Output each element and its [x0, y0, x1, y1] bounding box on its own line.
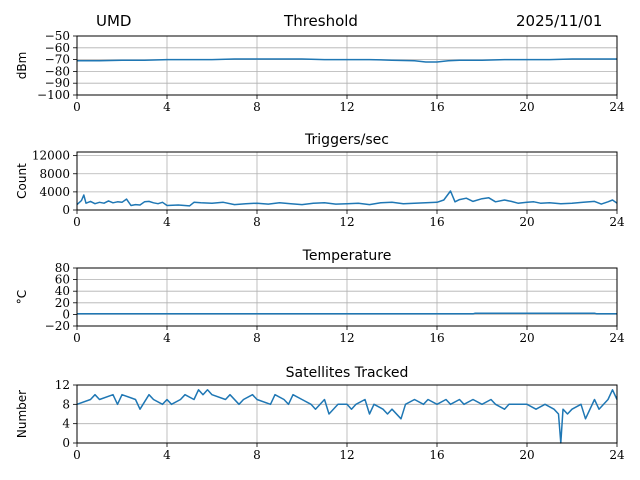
panel-title: Satellites Tracked: [286, 365, 409, 381]
y-tick-label: 40: [55, 284, 70, 298]
x-tick-label: 12: [339, 331, 354, 345]
y-tick-label: 0: [62, 203, 70, 217]
x-tick-label: 0: [73, 448, 81, 462]
x-tick-label: 8: [253, 100, 261, 114]
y-tick-label: −20: [45, 319, 70, 333]
x-tick-label: 4: [163, 100, 171, 114]
y-tick-label: 60: [55, 273, 70, 287]
series-line-triggers: [76, 190, 618, 207]
x-tick-label: 24: [609, 100, 625, 114]
x-tick-label: 24: [609, 215, 625, 229]
x-tick-label: 16: [429, 331, 444, 345]
panel-title: Triggers/sec: [304, 132, 389, 148]
x-tick-label: 8: [253, 331, 261, 345]
x-tick-label: 24: [609, 448, 625, 462]
x-tick-label: 12: [339, 215, 354, 229]
y-tick-label: −70: [45, 53, 70, 67]
x-tick-label: 0: [73, 215, 81, 229]
y-tick-label: −100: [37, 88, 70, 102]
series-line-threshold: [77, 58, 617, 63]
x-tick-label: 4: [163, 331, 171, 345]
y-tick-label: 80: [55, 261, 70, 275]
x-tick-label: 8: [253, 215, 261, 229]
y-tick-label: 12000: [32, 149, 70, 163]
y-tick-label: 8: [62, 397, 70, 411]
x-tick-label: 12: [339, 448, 354, 462]
x-tick-label: 20: [519, 100, 534, 114]
y-tick-label: −90: [45, 76, 70, 90]
x-tick-label: 16: [429, 100, 444, 114]
y-tick-label: 20: [55, 296, 70, 310]
x-tick-label: 12: [339, 100, 354, 114]
panel-threshold: 0 4 8 12 16 20 24 −100−90−80−70−60−50 dBm: [15, 29, 625, 114]
header-date: 2025/11/01: [516, 12, 603, 30]
x-tick-label: 16: [429, 448, 444, 462]
x-tick-label: 20: [519, 331, 534, 345]
y-tick-label: −80: [45, 64, 70, 78]
x-tick-label: 0: [73, 331, 81, 345]
x-tick-label: 4: [163, 215, 171, 229]
y-tick-label: 8000: [39, 167, 70, 181]
x-tick-label: 20: [519, 448, 534, 462]
header-title: Threshold: [284, 12, 358, 30]
y-tick-label: 0: [62, 307, 70, 321]
y-tick-label: 12: [55, 378, 70, 392]
y-tick-label: 4: [62, 417, 70, 431]
y-tick-label: −50: [45, 29, 70, 43]
y-axis-label: °C: [15, 290, 29, 304]
x-tick-label: 20: [519, 215, 534, 229]
series-line-temperature: [77, 312, 617, 315]
panel-title: Temperature: [302, 248, 392, 264]
x-tick-label: 24: [609, 331, 625, 345]
x-tick-label: 0: [73, 100, 81, 114]
y-axis-label: dBm: [15, 52, 29, 80]
y-tick-label: 4000: [39, 185, 70, 199]
panel-triggers: 0 4 8 12 16 20 24 0 4000 8000 12000 Triggers/sec Cou…: [15, 132, 625, 229]
y-axis-label: Number: [15, 390, 29, 438]
series-line-satellites: [76, 389, 618, 444]
header-site: UMD: [96, 12, 132, 30]
y-tick-label: −60: [45, 41, 70, 55]
panel-satellites: 0 4 8 12 16 20 24 0 4 8 12 Satellites Tracked Number: [15, 365, 625, 462]
x-tick-label: 4: [163, 448, 171, 462]
y-axis-label: Count: [15, 163, 29, 199]
x-tick-label: 16: [429, 215, 444, 229]
y-tick-label: 0: [62, 436, 70, 450]
x-tick-label: 8: [253, 448, 261, 462]
